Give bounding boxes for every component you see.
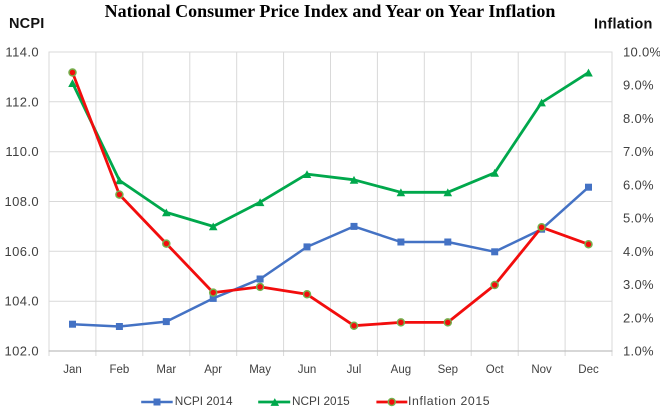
svg-text:Apr: Apr xyxy=(204,364,222,376)
svg-text:112.0: 112.0 xyxy=(5,94,39,109)
svg-text:NCPI 2015: NCPI 2015 xyxy=(292,394,350,408)
svg-text:NCPI 2014: NCPI 2014 xyxy=(175,394,233,408)
svg-text:8.0%: 8.0% xyxy=(623,111,654,126)
svg-text:National Consumer Price Index: National Consumer Price Index and Year o… xyxy=(105,1,556,21)
svg-text:May: May xyxy=(249,364,271,376)
svg-text:Oct: Oct xyxy=(486,364,505,376)
svg-text:Feb: Feb xyxy=(109,364,129,376)
svg-text:Jan: Jan xyxy=(63,364,82,376)
svg-text:6.0%: 6.0% xyxy=(623,177,654,192)
svg-text:3.0%: 3.0% xyxy=(623,277,654,292)
svg-text:NCPI: NCPI xyxy=(9,16,44,32)
svg-text:Mar: Mar xyxy=(156,364,176,376)
svg-text:Jul: Jul xyxy=(347,364,362,376)
svg-text:Aug: Aug xyxy=(391,364,411,376)
svg-text:4.0%: 4.0% xyxy=(623,244,654,259)
svg-text:108.0: 108.0 xyxy=(4,194,39,209)
svg-text:110.0: 110.0 xyxy=(5,144,39,159)
svg-text:102.0: 102.0 xyxy=(4,344,39,359)
svg-text:2.0%: 2.0% xyxy=(623,310,654,325)
svg-text:5.0%: 5.0% xyxy=(623,211,654,226)
svg-text:1.0%: 1.0% xyxy=(623,344,654,359)
svg-text:Inflation: Inflation xyxy=(594,17,653,33)
svg-text:Dec: Dec xyxy=(578,364,599,376)
svg-text:114.0: 114.0 xyxy=(5,45,39,60)
svg-text:10.0%: 10.0% xyxy=(623,45,660,60)
svg-text:104.0: 104.0 xyxy=(4,294,39,309)
svg-text:9.0%: 9.0% xyxy=(623,78,654,93)
svg-text:Jun: Jun xyxy=(298,364,317,376)
svg-text:7.0%: 7.0% xyxy=(623,144,654,159)
svg-text:Inflation 2015: Inflation 2015 xyxy=(408,394,490,408)
svg-text:Sep: Sep xyxy=(438,364,458,376)
svg-text:106.0: 106.0 xyxy=(4,244,39,259)
svg-text:Nov: Nov xyxy=(531,364,552,376)
